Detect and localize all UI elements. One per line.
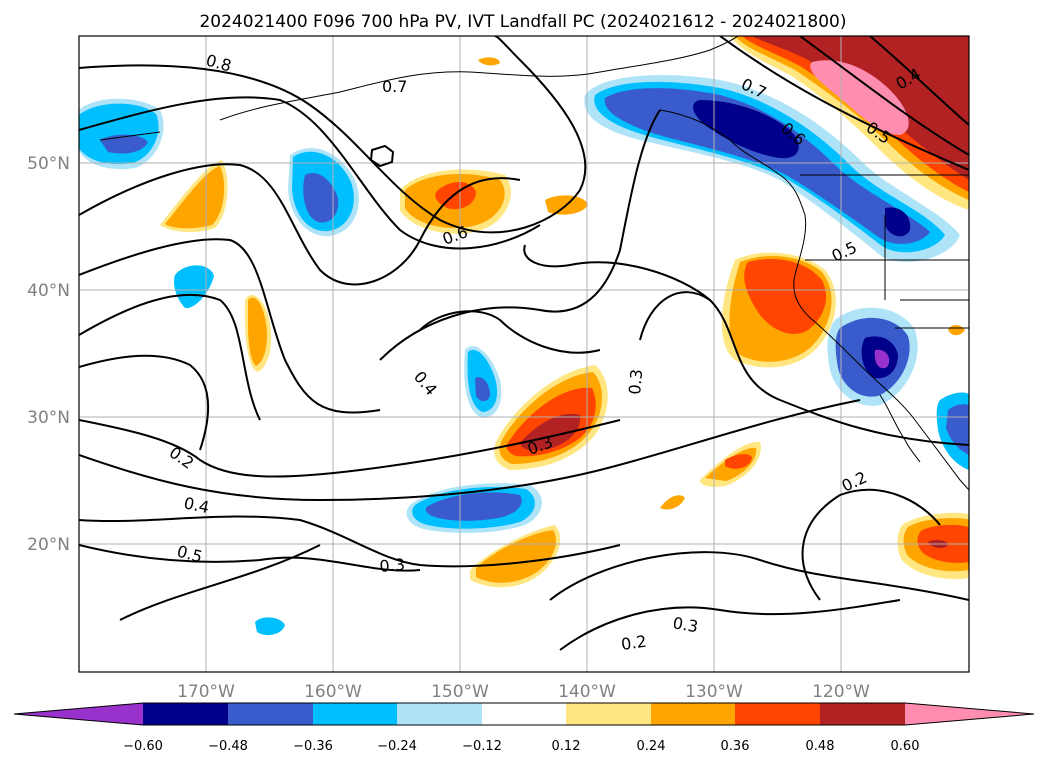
positive-anomaly-tiny-1: [478, 57, 500, 66]
contour-label: 0.7: [382, 77, 407, 96]
colorbar: −0.60 −0.48 −0.36 −0.24 −0.12 0.12 0.24 …: [13, 702, 1035, 754]
positive-anomaly-central-dark: [520, 413, 581, 451]
lat-tick: 20°N: [27, 535, 70, 555]
contour-label: 0.3: [625, 368, 646, 395]
contour-label: 0.3: [379, 555, 406, 576]
negative-anomaly-oregon-peak: [885, 207, 911, 237]
negative-anomaly-hawaii-core: [425, 492, 522, 521]
colorbar-tick: −0.48: [208, 739, 248, 754]
colorbar-tick: −0.36: [293, 739, 333, 754]
colorbar-tick: −0.24: [377, 739, 417, 754]
lon-tick: 150°W: [431, 682, 489, 702]
colorbar-tick: 0.36: [721, 739, 750, 754]
colorbar-extend-pos: [905, 703, 1034, 725]
positive-anomaly-subtropical-orange: [476, 530, 557, 583]
lon-tick: 120°W: [812, 682, 870, 702]
negative-anomaly-aleutian-core: [100, 134, 148, 154]
negative-anomaly-alaska-peak: [693, 100, 799, 159]
colorbar-tick: −0.60: [123, 739, 163, 754]
negative-anomaly-small-west: [174, 265, 214, 309]
negative-anomaly-tiny: [255, 617, 285, 636]
negative-anomaly-gulf-core: [303, 172, 339, 223]
map-frame: [78, 35, 970, 673]
latitude-ticks: 50°N 40°N 30°N 20°N: [27, 154, 70, 555]
gridlines: [79, 36, 969, 672]
lon-tick: 170°W: [177, 682, 235, 702]
pv-contours: [79, 36, 969, 651]
positive-anomaly-east-red: [725, 454, 752, 469]
map-area: 0.8 0.7 0.7 0.6 0.6 0.5 0.5 0.4 0.4 0.4 …: [79, 36, 969, 672]
positive-anomaly-west-orange: [165, 166, 225, 229]
negative-anomaly-socal-extend: [874, 349, 890, 369]
contour-label: 0.3: [671, 613, 699, 636]
lat-tick: 30°N: [27, 408, 70, 428]
positive-anomaly-nw-pink: [810, 60, 909, 135]
positive-anomaly-tiny-2: [660, 495, 685, 510]
lon-tick: 160°W: [304, 682, 362, 702]
coastlines: [99, 36, 969, 491]
positive-anomaly-nw-dark: [752, 36, 969, 180]
contour-label: 0.2: [620, 632, 648, 654]
figure-title: 2024021400 F096 700 hPa PV, IVT Landfall…: [199, 12, 846, 32]
contour-label: 0.4: [182, 493, 211, 517]
lon-tick: 130°W: [685, 682, 743, 702]
colorbar-tick: 0.12: [552, 739, 581, 754]
colorbar-tick: 0.60: [891, 739, 920, 754]
colorbar-tick: −0.12: [462, 739, 502, 754]
positive-anomaly-california-red: [744, 259, 827, 334]
lon-tick: 140°W: [558, 682, 616, 702]
colorbar-tick: 0.24: [637, 739, 666, 754]
positive-anomaly-strip-orange: [248, 297, 267, 366]
negative-anomaly-central-small-core: [475, 377, 490, 402]
longitude-ticks: 170°W 160°W 150°W 140°W 130°W 120°W: [177, 682, 870, 702]
lat-tick: 50°N: [27, 154, 70, 174]
colorbar-extend-neg: [14, 703, 143, 725]
colorbar-tick: 0.48: [806, 739, 835, 754]
lat-tick: 40°N: [27, 281, 70, 301]
